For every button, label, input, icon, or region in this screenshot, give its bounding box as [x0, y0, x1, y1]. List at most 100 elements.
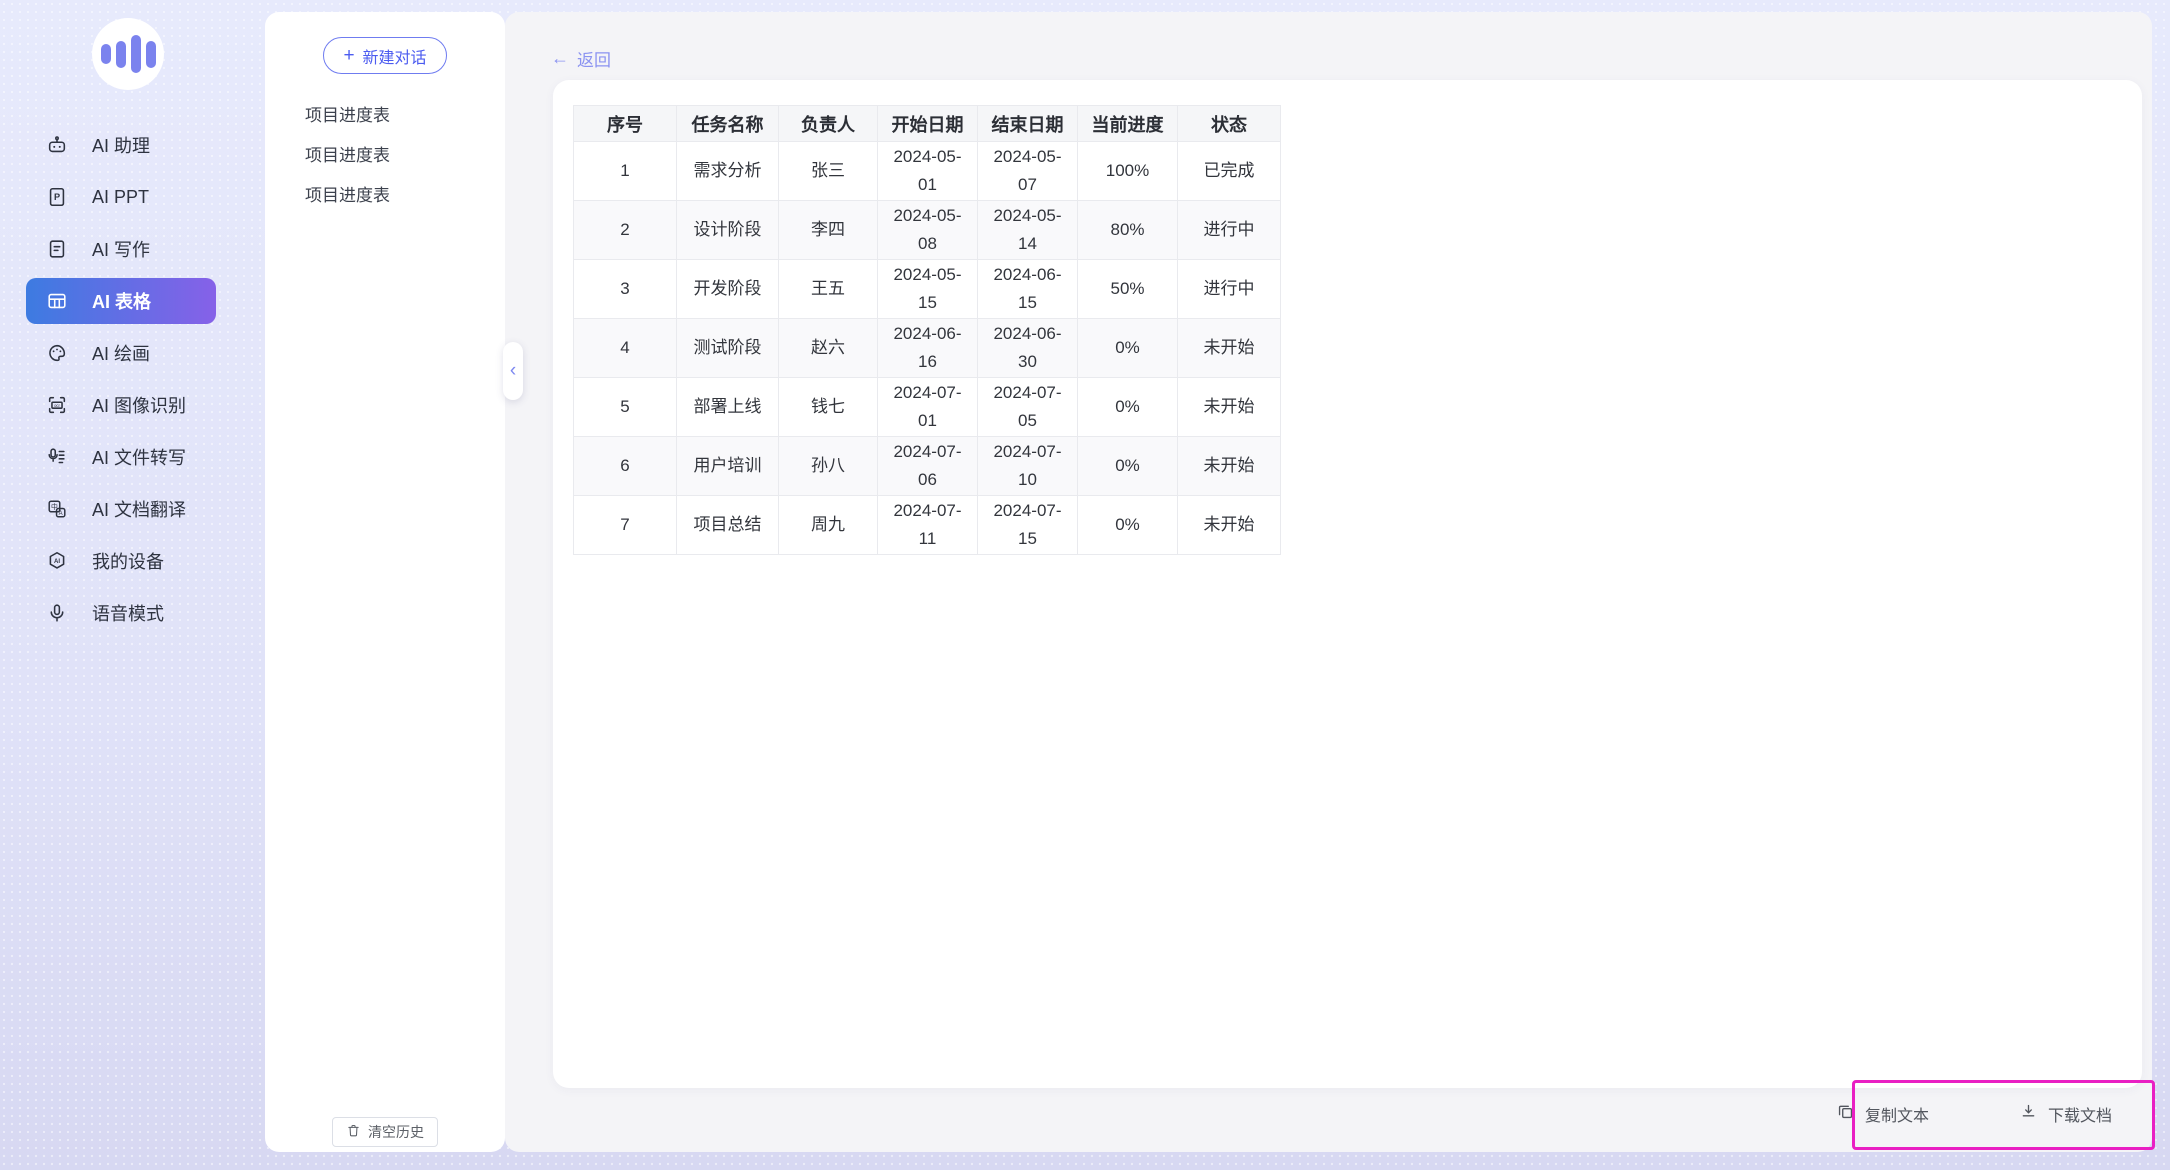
sidebar-item-5[interactable]: AI 绘画 — [26, 330, 216, 376]
logo-bar — [115, 40, 126, 68]
sidebar-item-7[interactable]: AI 文件转写 — [26, 434, 216, 480]
back-label: 返回 — [577, 51, 611, 70]
table-cell: 项目总结 — [676, 495, 779, 555]
table-cell: 2024-07-05 — [977, 377, 1078, 437]
table-cell: 2024-06-15 — [977, 259, 1078, 319]
table-cell: 2 — [573, 200, 677, 260]
plus-icon: + — [343, 45, 355, 66]
sidebar-item-10[interactable]: 语音模式 — [26, 590, 216, 636]
table-row: 1 需求分析 张三 2024-05-01 2024-05-07 100% 已完成 — [573, 141, 1281, 201]
svg-text:AI: AI — [54, 559, 60, 565]
sidebar-item-label: 语音模式 — [92, 604, 164, 624]
sidebar-item-4[interactable]: AI 表格 — [26, 278, 216, 324]
ppt-icon: P — [46, 186, 68, 208]
sidebar-item-label: AI 助理 — [92, 136, 151, 156]
table-cell: 2024-06-16 — [877, 318, 978, 378]
palette-icon — [46, 342, 68, 364]
svg-text:ocr: ocr — [54, 403, 60, 408]
app-logo — [92, 18, 164, 90]
main-content: ← 返回 序号 任务名称 负责人 开始日期 结束日期 当前进度 状态 1 需求分析 张三 2024… — [503, 12, 2155, 1152]
column-header: 结束日期 — [977, 105, 1078, 142]
download-icon — [2019, 1102, 2038, 1126]
table-cell: 未开始 — [1177, 318, 1281, 378]
download-doc-button[interactable]: 下载文档 — [2019, 1102, 2112, 1126]
sidebar-item-label: AI 写作 — [92, 240, 151, 260]
table-cell: 2024-05-14 — [977, 200, 1078, 260]
writing-icon — [46, 238, 68, 260]
progress-table: 序号 任务名称 负责人 开始日期 结束日期 当前进度 状态 1 需求分析 张三 2024-05-0… — [573, 105, 1281, 555]
table-row: 2 设计阶段 李四 2024-05-08 2024-05-14 80% 进行中 — [573, 200, 1281, 260]
table-cell: 5 — [573, 377, 677, 437]
table-cell: 50% — [1077, 259, 1178, 319]
clear-history-button[interactable]: 清空历史 — [332, 1117, 438, 1147]
history-item[interactable]: 项目进度表 — [305, 186, 390, 205]
table-row: 6 用户培训 孙八 2024-07-06 2024-07-10 0% 未开始 — [573, 436, 1281, 496]
svg-text:中: 中 — [51, 502, 58, 511]
sidebar-item-label: AI 表格 — [92, 292, 152, 312]
table-cell: 2024-05-15 — [877, 259, 978, 319]
back-link[interactable]: ← 返回 — [551, 46, 611, 71]
history-list: 项目进度表 项目进度表 项目进度表 — [265, 96, 505, 216]
table-cell: 测试阶段 — [676, 318, 779, 378]
table-cell: 未开始 — [1177, 377, 1281, 437]
table-cell: 2024-05-08 — [877, 200, 978, 260]
ocr-icon: ocr — [46, 394, 68, 416]
svg-text:P: P — [54, 192, 60, 202]
table-cell: 2024-07-10 — [977, 436, 1078, 496]
column-header: 状态 — [1177, 105, 1281, 142]
table-cell: 80% — [1077, 200, 1178, 260]
trash-icon — [346, 1123, 361, 1141]
table-icon — [46, 290, 68, 312]
column-header: 开始日期 — [877, 105, 978, 142]
sidebar-item-label: AI 绘画 — [92, 344, 151, 364]
table-cell: 赵六 — [778, 318, 878, 378]
sidebar-item-1[interactable]: AI 助理 — [26, 122, 216, 168]
table-cell: 0% — [1077, 495, 1178, 555]
table-cell: 0% — [1077, 318, 1178, 378]
robot-icon — [46, 134, 68, 156]
table-cell: 未开始 — [1177, 495, 1281, 555]
table-cell: 进行中 — [1177, 200, 1281, 260]
table-cell: 需求分析 — [676, 141, 779, 201]
table-cell: 设计阶段 — [676, 200, 779, 260]
sidebar-item-8[interactable]: 中 A AI 文档翻译 — [26, 486, 216, 532]
table-row: 3 开发阶段 王五 2024-05-15 2024-06-15 50% 进行中 — [573, 259, 1281, 319]
history-item[interactable]: 项目进度表 — [305, 106, 390, 125]
history-item[interactable]: 项目进度表 — [305, 146, 390, 165]
transcribe-icon — [46, 446, 68, 468]
voice-icon — [46, 602, 68, 624]
sidebar-item-6[interactable]: ocr AI 图像识别 — [26, 382, 216, 428]
table-cell: 周九 — [778, 495, 878, 555]
table-cell: 2024-05-07 — [977, 141, 1078, 201]
sidebar-item-3[interactable]: AI 写作 — [26, 226, 216, 272]
sidebar-item-9[interactable]: AI 我的设备 — [26, 538, 216, 584]
table-cell: 部署上线 — [676, 377, 779, 437]
table-cell: 王五 — [778, 259, 878, 319]
table-header-row: 序号 任务名称 负责人 开始日期 结束日期 当前进度 状态 — [573, 105, 1281, 142]
table-row: 5 部署上线 钱七 2024-07-01 2024-07-05 0% 未开始 — [573, 377, 1281, 437]
table-cell: 1 — [573, 141, 677, 201]
sidebar-item-2[interactable]: P AI PPT — [26, 174, 216, 220]
sidebar-item-label: 我的设备 — [92, 552, 164, 572]
new-chat-button[interactable]: + 新建对话 — [323, 37, 447, 74]
table-cell: 0% — [1077, 377, 1178, 437]
table-cell: 2024-07-11 — [877, 495, 978, 555]
column-header: 当前进度 — [1077, 105, 1178, 142]
table-cell: 未开始 — [1177, 436, 1281, 496]
table-cell: 0% — [1077, 436, 1178, 496]
copy-text-button[interactable]: 复制文本 — [1836, 1102, 1929, 1126]
logo-bar — [130, 35, 141, 73]
new-chat-label: 新建对话 — [362, 49, 427, 67]
logo-bar — [100, 44, 111, 64]
table-body: 1 需求分析 张三 2024-05-01 2024-05-07 100% 已完成 2 设计阶段李… — [573, 141, 1281, 555]
result-actions: 复制文本 下载文档 — [1836, 1102, 2112, 1126]
table-cell: 2024-06-30 — [977, 318, 1078, 378]
table-cell: 3 — [573, 259, 677, 319]
conversation-panel: + 新建对话 项目进度表 项目进度表 项目进度表 清空历史 — [265, 12, 505, 1152]
column-header: 序号 — [573, 105, 677, 142]
table-card: 序号 任务名称 负责人 开始日期 结束日期 当前进度 状态 1 需求分析 张三 2024-05-0… — [553, 80, 2142, 1088]
table-cell: 开发阶段 — [676, 259, 779, 319]
table-row: 7 项目总结 周九 2024-07-11 2024-07-15 0% 未开始 — [573, 495, 1281, 555]
panel-collapse-handle[interactable]: ‹ — [503, 342, 523, 400]
table-cell: 进行中 — [1177, 259, 1281, 319]
